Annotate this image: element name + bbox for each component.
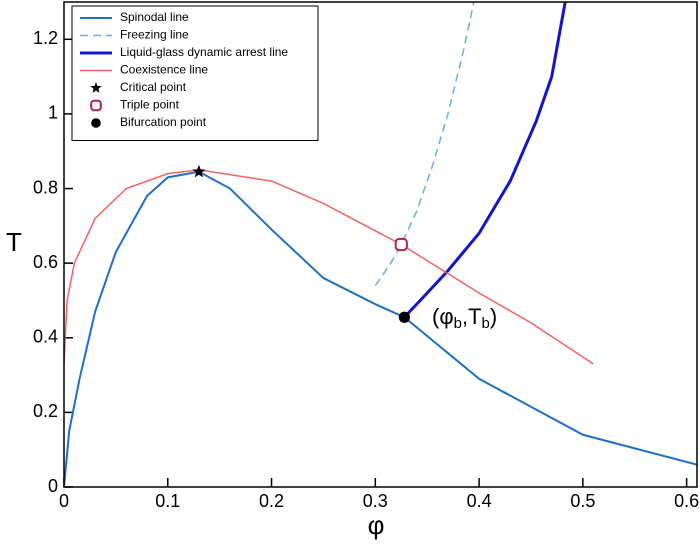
legend-label: Coexistence line [120, 63, 208, 77]
y-axis-label: T [6, 227, 22, 257]
legend-label: Spinodal line [120, 10, 189, 24]
annotation-part: ,T [462, 304, 482, 329]
plot-frame [63, 1, 698, 488]
x-tick-label: 0.5 [570, 491, 595, 511]
y-tick-label: 0.6 [33, 252, 58, 272]
x-tick-label: 0 [59, 491, 69, 511]
legend-label: Critical point [120, 80, 187, 94]
bifurcation-point [398, 311, 410, 323]
legend: Spinodal line Freezing line Liquid-glass d… [71, 5, 319, 141]
y-tick-label: 0 [48, 476, 58, 496]
legend-label: Triple point [120, 98, 180, 112]
annotation-part: ) [490, 304, 497, 329]
series-line [64, 170, 697, 487]
annotation-part: (φ [432, 304, 454, 329]
triple-point [394, 237, 408, 252]
series-line [374, 2, 475, 286]
annotation: (φb,Tb) [432, 304, 497, 332]
legend-box [71, 5, 319, 141]
legend-label: Freezing line [120, 28, 189, 42]
critical-point [192, 164, 206, 178]
x-tick-label: 0.6 [674, 491, 699, 511]
y-tick-label: 1.2 [33, 28, 58, 48]
x-tick-label: 0.1 [155, 491, 180, 511]
y-tick-label: 0.8 [33, 177, 58, 197]
x-axis-label: φ [368, 510, 385, 540]
series-line [403, 2, 567, 319]
x-tick-label: 0.4 [467, 491, 492, 511]
legend-label: Bifurcation point [120, 115, 207, 129]
x-tick-label: 0.2 [259, 491, 284, 511]
y-tick-label: 0.4 [33, 327, 58, 347]
series-line [64, 169, 594, 365]
annotation-part: b [454, 315, 462, 332]
legend-marker [91, 118, 101, 128]
y-tick-label: 1 [48, 103, 58, 123]
legend-label: Liquid-glass dynamic arrest line [120, 45, 288, 59]
x-tick-label: 0.3 [363, 491, 388, 511]
legend-marker [90, 82, 102, 93]
legend-marker [90, 99, 102, 112]
y-tick-label: 0.2 [33, 401, 58, 421]
annotation-part: b [482, 315, 490, 332]
